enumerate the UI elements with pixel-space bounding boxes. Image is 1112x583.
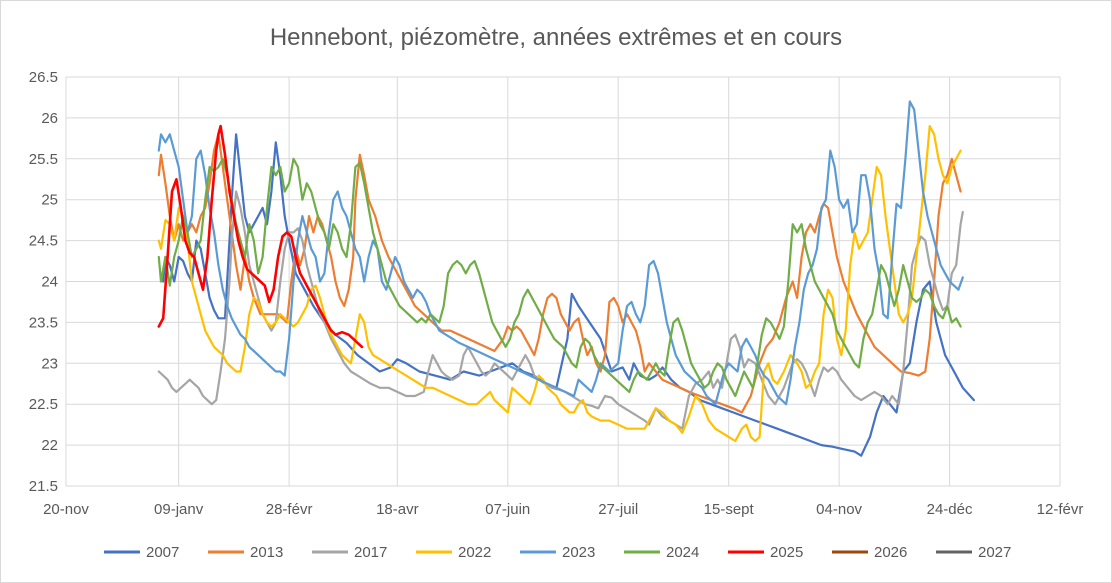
x-tick-label: 07-juin [485,501,530,518]
x-tick-label: 04-nov [816,501,862,518]
series-line-2023 [157,100,964,406]
series-line-2024 [157,157,962,398]
x-tick-label: 28-févr [266,501,313,518]
legend-label: 2025 [770,544,803,561]
legend-label: 2023 [562,544,595,561]
series-group [157,100,975,457]
legend-item-2022: 2022 [416,544,491,561]
legend-item-2013: 2013 [208,544,283,561]
legend-item-2025: 2025 [728,544,803,561]
y-axis: 21.5 22 22.5 23 23.5 24 24.5 25 25.5 26 26.5 [29,69,58,495]
y-tick-label: 23.5 [29,314,58,331]
y-tick-label: 26 [41,110,58,127]
legend-item-2023: 2023 [520,544,595,561]
y-tick-label: 24 [41,274,58,291]
legend-item-2027: 2027 [936,544,1011,561]
legend-item-2017: 2017 [312,544,387,561]
legend-label: 2017 [354,544,387,561]
x-tick-label: 18-avr [376,501,419,518]
legend-item-2007: 2007 [104,544,179,561]
x-tick-label: 24-déc [927,501,973,518]
legend-label: 2022 [458,544,491,561]
x-tick-label: 27-juil [598,501,638,518]
legend-label: 2007 [146,544,179,561]
x-tick-label: 12-févr [1037,501,1084,518]
legend-item-2026: 2026 [832,544,907,561]
x-tick-label: 09-janv [154,501,204,518]
legend-label: 2024 [666,544,699,561]
y-tick-label: 24.5 [29,233,58,250]
legend-label: 2026 [874,544,907,561]
legend-label: 2027 [978,544,1011,561]
series-line-2022 [157,125,962,443]
series-line-2025 [157,124,364,349]
y-tick-label: 25.5 [29,151,58,168]
series-line-2007 [162,133,975,457]
y-tick-label: 21.5 [29,478,58,495]
x-tick-label: 15-sept [704,501,755,518]
y-tick-label: 26.5 [29,69,58,86]
y-tick-label: 25 [41,192,58,209]
y-tick-label: 22 [41,437,58,454]
y-tick-label: 23 [41,355,58,372]
x-tick-label: 20-nov [43,501,89,518]
y-tick-label: 22.5 [29,396,58,413]
x-axis: 20-nov 09-janv 28-févr 18-avr 07-juin 27-juil… [43,501,1083,518]
legend-label: 2013 [250,544,283,561]
legend: 2007 2013 2017 2022 2023 2024 2025 2026 2027 [104,544,1011,561]
chart-title: Hennebont, piézomètre, années extrêmes e… [270,24,842,51]
legend-item-2024: 2024 [624,544,699,561]
